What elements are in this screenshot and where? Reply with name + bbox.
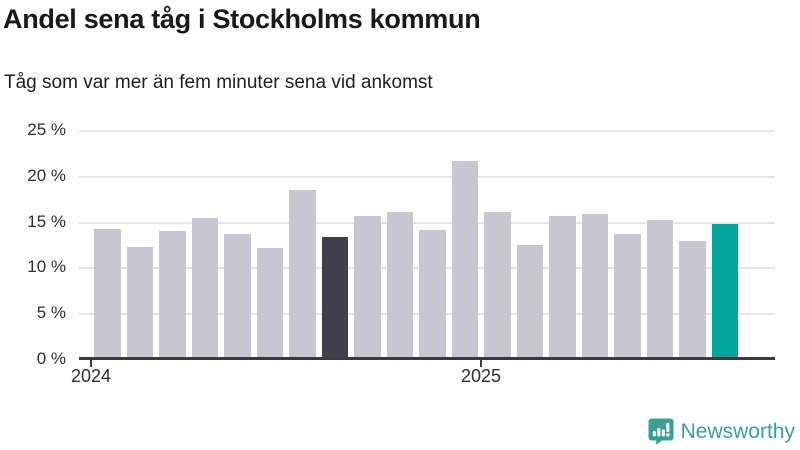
y-tick-label: 25 % (27, 120, 66, 139)
newsworthy-logo-icon (648, 418, 674, 445)
y-tick-label: 10 % (27, 257, 66, 277)
x-tick-label: 2024 (70, 366, 112, 386)
gridline (79, 130, 775, 132)
plot-area (79, 130, 775, 359)
bar-2024-05 (224, 234, 251, 359)
gridline (79, 175, 775, 178)
bar-2024-01 (94, 228, 121, 359)
gridline (79, 221, 775, 224)
chart-subtitle: Tåg som var mer än fem minuter sena vid … (4, 72, 433, 93)
y-tick-label: 15 % (27, 211, 66, 231)
bar-2024-10 (386, 211, 413, 359)
bar-2025-08 (711, 224, 738, 359)
bar-2025-07 (679, 240, 706, 359)
x-tick (90, 360, 92, 367)
x-tick (480, 360, 482, 367)
bar-2024-07 (289, 190, 316, 359)
newsworthy-logo: Newsworthy (648, 418, 795, 445)
bar-2024-06 (256, 248, 283, 359)
bar-2024-04 (191, 217, 218, 359)
bar-2024-11 (419, 229, 446, 359)
y-tick-label: 5 % (36, 303, 66, 323)
bar-2025-01 (484, 212, 511, 359)
y-tick-label: 20 % (27, 165, 66, 185)
x-tick-label: 2025 (460, 366, 502, 386)
newsworthy-logo-text: Newsworthy (680, 419, 795, 443)
bar-2025-02 (516, 244, 543, 359)
bar-2024-08 (321, 237, 348, 359)
chart-title: Andel sena tåg i Stockholms kommun (3, 4, 481, 34)
bar-2025-06 (646, 219, 673, 359)
bar-2024-12 (451, 161, 478, 359)
bar-2024-03 (159, 230, 186, 359)
x-axis-line (79, 357, 775, 360)
bar-2025-05 (614, 234, 641, 359)
bar-2024-09 (354, 216, 381, 359)
bar-2024-02 (126, 247, 153, 359)
bar-2025-03 (549, 216, 576, 359)
y-tick-label: 0 % (36, 349, 66, 368)
bar-2025-04 (581, 214, 608, 359)
